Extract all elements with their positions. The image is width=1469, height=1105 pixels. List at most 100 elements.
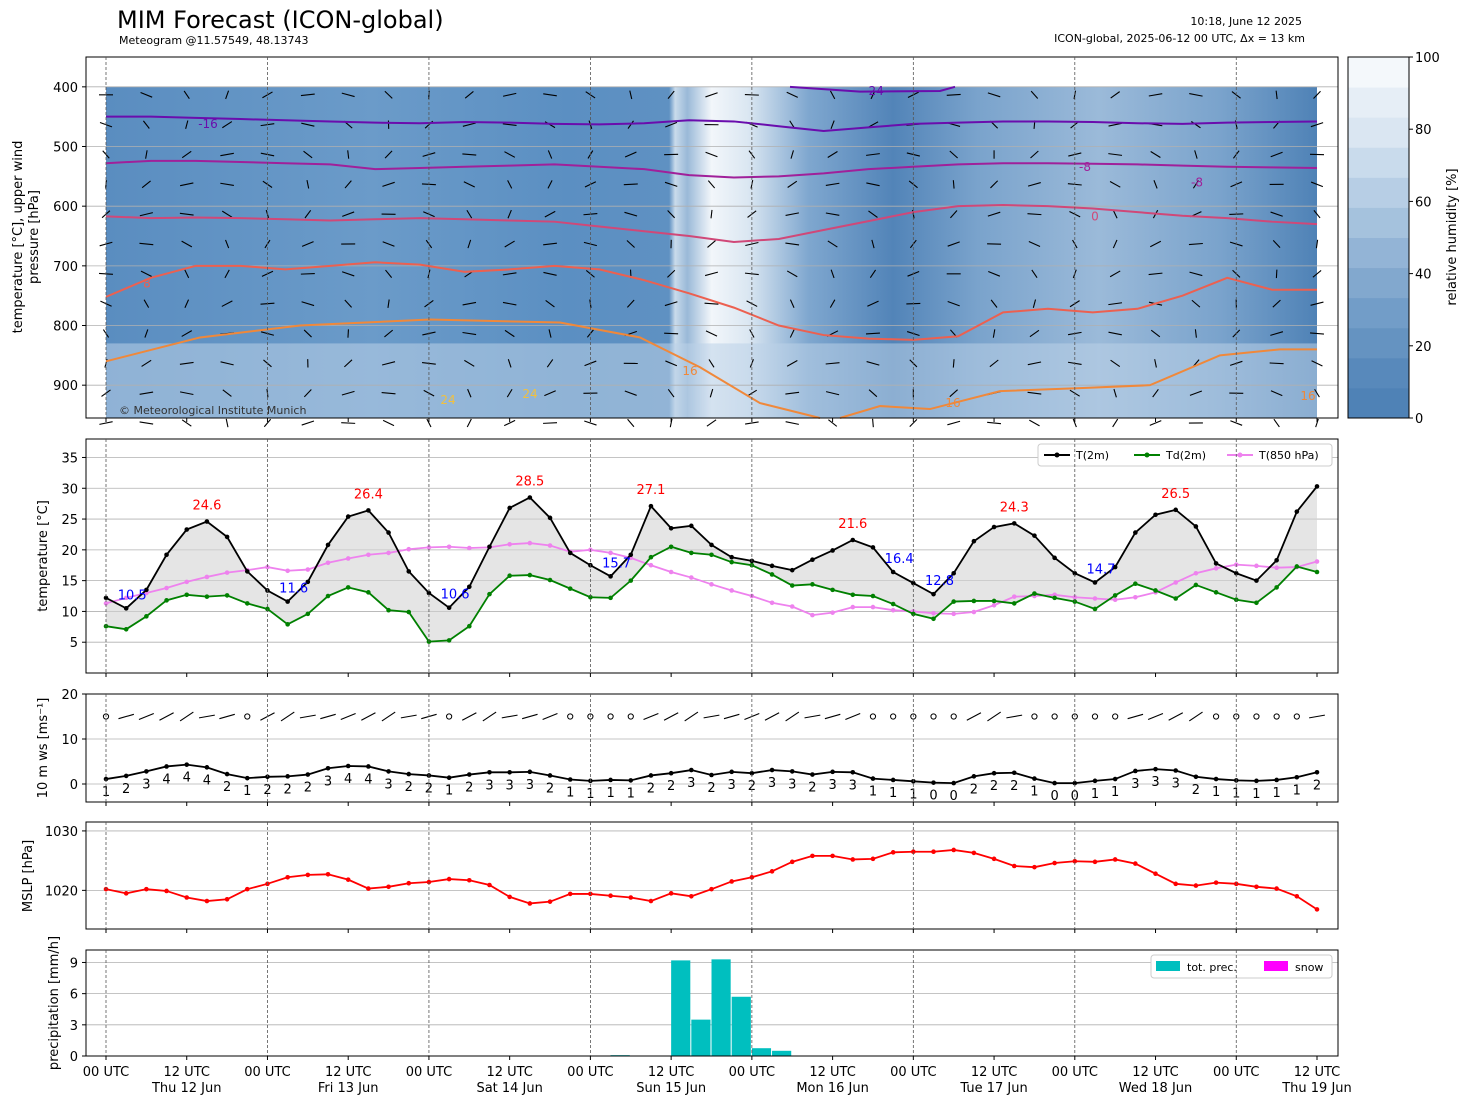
upper-wind-barb: [627, 418, 635, 428]
beaufort-label: 1: [445, 784, 453, 799]
legend-label: tot. prec.: [1187, 961, 1237, 974]
upper-wind-barb: [543, 242, 557, 246]
data-point: [204, 765, 210, 770]
upper-wind-barb: [1310, 301, 1324, 306]
data-point: [164, 888, 169, 894]
upper-wind-barb: [1313, 90, 1321, 99]
data-point: [850, 592, 856, 598]
upper-wind-barb: [347, 150, 350, 159]
data-point: [769, 767, 775, 773]
data-point: [951, 611, 956, 617]
upper-wind-barb: [1194, 329, 1197, 338]
calm-wind-marker: [567, 713, 574, 720]
data-point: [850, 604, 856, 610]
beaufort-label: 3: [788, 777, 796, 792]
data-point: [527, 495, 533, 500]
data-point: [971, 538, 977, 544]
data-point: [164, 585, 169, 591]
upper-wind-barb: [220, 182, 234, 186]
upper-wind-barb: [1032, 299, 1037, 308]
upper-air-ylabel: temperature [°C], upper windpressure [hP…: [11, 141, 42, 334]
data-point: [668, 544, 674, 550]
beaufort-label: 1: [243, 784, 251, 799]
upper-wind-barb: [667, 269, 676, 278]
data-point: [1153, 512, 1158, 518]
wind-barb: [461, 712, 477, 721]
max-temp-label: 27.1: [636, 483, 665, 498]
data-point: [1193, 582, 1199, 588]
beaufort-label: 2: [667, 779, 675, 794]
upper-wind-barb: [789, 299, 795, 308]
upper-wind-barb: [462, 153, 477, 156]
upper-wind-barb: [99, 421, 113, 425]
beaufort-label: 1: [1272, 786, 1280, 801]
x-tick-label: 00 UTC: [1213, 1065, 1259, 1080]
data-point: [164, 552, 169, 558]
x-day-label: Sun 15 Jun: [636, 1081, 706, 1096]
data-point: [991, 856, 997, 862]
upper-wind-barb: [263, 418, 272, 428]
wind-barb: [824, 713, 841, 720]
data-point: [628, 778, 634, 783]
x-tick-label: 00 UTC: [1052, 1065, 1098, 1080]
y-tick-label: 6: [70, 988, 78, 1003]
min-temp-label: 11.6: [279, 582, 308, 597]
isotherm-label: 24: [522, 387, 537, 401]
data-point: [991, 598, 997, 604]
upper-wind-barb: [1152, 389, 1159, 398]
legend-label: T(2m): [1075, 449, 1109, 462]
data-point: [507, 770, 512, 775]
wind-barb: [643, 712, 659, 721]
data-point: [931, 616, 936, 622]
data-point: [1011, 601, 1017, 606]
upper-wind-barb: [183, 90, 190, 100]
data-point: [971, 609, 977, 615]
data-point: [507, 542, 512, 547]
data-point: [204, 594, 210, 599]
y-tick-label: 0: [70, 778, 78, 793]
data-point: [991, 602, 997, 608]
upper-wind-barb: [220, 361, 234, 366]
upper-wind-barb: [785, 212, 799, 217]
upper-wind-barb: [1027, 391, 1042, 395]
data-point: [1213, 880, 1219, 885]
upper-wind-barb: [1027, 213, 1042, 216]
legend-label: snow: [1295, 961, 1323, 974]
upper-wind-barb: [384, 150, 393, 159]
beaufort-label: 2: [1192, 783, 1200, 798]
upper-air-frame: [85, 56, 1339, 419]
upper-wind-barb: [624, 151, 637, 158]
colorbar-tick-label: 20: [1415, 340, 1432, 355]
y-tick-label: 700: [53, 260, 78, 275]
wind-barb: [785, 711, 800, 722]
isotherm-label: -24: [864, 84, 884, 98]
temperature-frame: [85, 438, 1339, 674]
beaufort-label: 1: [627, 786, 635, 801]
upper-wind-barb: [503, 419, 516, 427]
data-point: [1153, 766, 1158, 772]
upper-wind-barb: [139, 242, 154, 246]
upper-wind-barb: [502, 123, 517, 127]
wind-barb: [845, 712, 861, 721]
colorbar-swatch: [1348, 117, 1409, 148]
wind-barb: [299, 714, 316, 719]
isotherm-line: [105, 318, 821, 419]
upper-wind-barb: [909, 419, 918, 428]
data-point: [608, 595, 613, 601]
upper-wind-barb: [502, 301, 517, 306]
colorbar-swatch: [1348, 87, 1409, 118]
upper-wind-barb: [1275, 90, 1278, 100]
data-point: [305, 611, 311, 617]
calm-wind-marker: [1212, 713, 1220, 720]
data-point: [265, 564, 270, 570]
upper-wind-barb: [387, 299, 390, 308]
data-point: [810, 612, 815, 618]
colorbar-swatch: [1348, 387, 1409, 419]
data-point: [1133, 594, 1138, 600]
beaufort-label: 1: [1212, 785, 1220, 800]
data-point: [668, 891, 674, 896]
upper-wind-barb: [344, 180, 352, 189]
data-point: [345, 877, 351, 882]
wind-barb: [987, 711, 1002, 722]
data-point: [1193, 570, 1199, 576]
